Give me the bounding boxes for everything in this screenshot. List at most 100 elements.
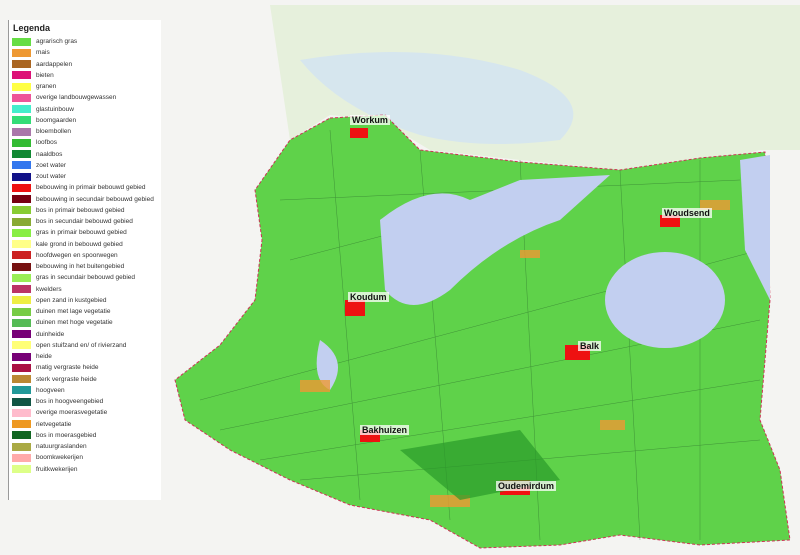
legend-swatch [12, 420, 31, 429]
legend-item: loofbos [9, 137, 161, 148]
legend-item: hoogveen [9, 385, 161, 396]
legend-swatch [12, 228, 31, 237]
legend-swatch [12, 116, 31, 125]
legend-item: overige landbouwgewassen [9, 92, 161, 103]
legend-swatch [12, 352, 31, 361]
legend-swatch [12, 408, 31, 417]
legend-label: open zand in kustgebied [36, 296, 107, 304]
legend-item: overige moerasvegetatie [9, 407, 161, 418]
legend-item: bos in moerasgebied [9, 430, 161, 441]
legend-label: overige moerasvegetatie [36, 409, 108, 417]
legend-item: mais [9, 47, 161, 58]
legend-label: heide [36, 353, 52, 361]
legend-label: bieten [36, 71, 54, 79]
ijsselmeer-area [300, 52, 574, 144]
legend-label: kwelders [36, 285, 62, 293]
legend-item: kale grond in bebouwd gebied [9, 239, 161, 250]
legend-item: bebouwing in primair bebouwd gebied [9, 182, 161, 193]
legend-label: duinen met lage vegetatie [36, 308, 111, 316]
legend-item: kwelders [9, 284, 161, 295]
legend-label: bos in secundair bebouwd gebied [36, 218, 133, 226]
legend-swatch [12, 150, 31, 159]
legend-swatch [12, 397, 31, 406]
legend-swatch [12, 82, 31, 91]
legend-swatch [12, 262, 31, 271]
legend-item: open stuifzand en/ of rivierzand [9, 340, 161, 351]
legend-swatch [12, 465, 31, 474]
legend-item: hoofdwegen en spoorwegen [9, 250, 161, 261]
legend-swatch [12, 138, 31, 147]
legend-label: gras in primair bebouwd gebied [36, 229, 127, 237]
lakes [316, 155, 770, 390]
legend-swatch [12, 161, 31, 170]
legend-label: hoofdwegen en spoorwegen [36, 251, 118, 259]
legend-label: granen [36, 83, 57, 91]
legend-item: duinen met hoge vegetatie [9, 317, 161, 328]
legend-item: granen [9, 81, 161, 92]
legend-swatch [12, 273, 31, 282]
legend-item: fruitkwekerijen [9, 464, 161, 475]
legend-label: glastuinbouw [36, 105, 74, 113]
legend-label: hoogveen [36, 386, 65, 394]
legend-item: zout water [9, 171, 161, 182]
legend-label: loofbos [36, 139, 57, 147]
legend-title: Legenda [13, 23, 51, 33]
legend-item: bos in secundair bebouwd gebied [9, 216, 161, 227]
legend-item: natuurgraslanden [9, 441, 161, 452]
legend-swatch [12, 285, 31, 294]
legend-item: gras in primair bebouwd gebied [9, 227, 161, 238]
legend-label: duinheide [36, 330, 65, 338]
legend-label: agrarisch gras [36, 38, 78, 46]
legend-label: bebouwing in het buitengebied [36, 263, 125, 271]
legend-label: matig vergraste heide [36, 364, 99, 372]
legend-label: rietvegetatie [36, 420, 72, 428]
legend-item: bloembollen [9, 126, 161, 137]
legend-item: gras in secundair bebouwd gebied [9, 272, 161, 283]
legend-label: zoet water [36, 161, 66, 169]
legend-swatch [12, 37, 31, 46]
legend-item: sterk vergraste heide [9, 374, 161, 385]
legend-item: bieten [9, 70, 161, 81]
legend-swatch [12, 431, 31, 440]
legend-label: aardappelen [36, 60, 73, 68]
legend-label: open stuifzand en/ of rivierzand [36, 341, 127, 349]
legend-swatch [12, 442, 31, 451]
legend-label: mais [36, 49, 50, 57]
legend-item: zoet water [9, 160, 161, 171]
legend-label: zout water [36, 173, 66, 181]
place-label-oudemirdum: Oudemirdum [496, 481, 557, 491]
legend-item: heide [9, 351, 161, 362]
legend-swatch [12, 330, 31, 339]
legend-label: boomgaarden [36, 116, 77, 124]
legend-swatch [12, 217, 31, 226]
place-label-workum: Workum [350, 115, 390, 125]
legend-item: bebouwing in het buitengebied [9, 261, 161, 272]
mais-patches [300, 200, 730, 507]
legend-swatch [12, 296, 31, 305]
legend-item: bebouwing in secundair bebouwd gebied [9, 194, 161, 205]
legend-swatch [12, 206, 31, 215]
place-label-balk: Balk [578, 341, 602, 351]
legend-swatch [12, 341, 31, 350]
legend-swatch [12, 318, 31, 327]
legend-swatch [12, 195, 31, 204]
place-label-woudsend: Woudsend [662, 208, 712, 218]
legend-label: fruitkwekerijen [36, 465, 78, 473]
legend-swatch [12, 172, 31, 181]
legend-item: open zand in kustgebied [9, 295, 161, 306]
land-area [174, 114, 791, 549]
legend-swatch [12, 48, 31, 57]
legend-swatch [12, 307, 31, 316]
legend-label: overige landbouwgewassen [36, 94, 117, 102]
legend-item: naaldbos [9, 149, 161, 160]
legend-label: sterk vergraste heide [36, 375, 97, 383]
legend-swatch [12, 240, 31, 249]
legend-label: duinen met hoge vegetatie [36, 319, 113, 327]
legend-swatch [12, 363, 31, 372]
legend-item: duinheide [9, 329, 161, 340]
legend-swatch [12, 375, 31, 384]
legend-label: kale grond in bebouwd gebied [36, 240, 123, 248]
legend-label: boomkwekerijen [36, 454, 83, 462]
legend-label: gras in secundair bebouwd gebied [36, 274, 136, 282]
